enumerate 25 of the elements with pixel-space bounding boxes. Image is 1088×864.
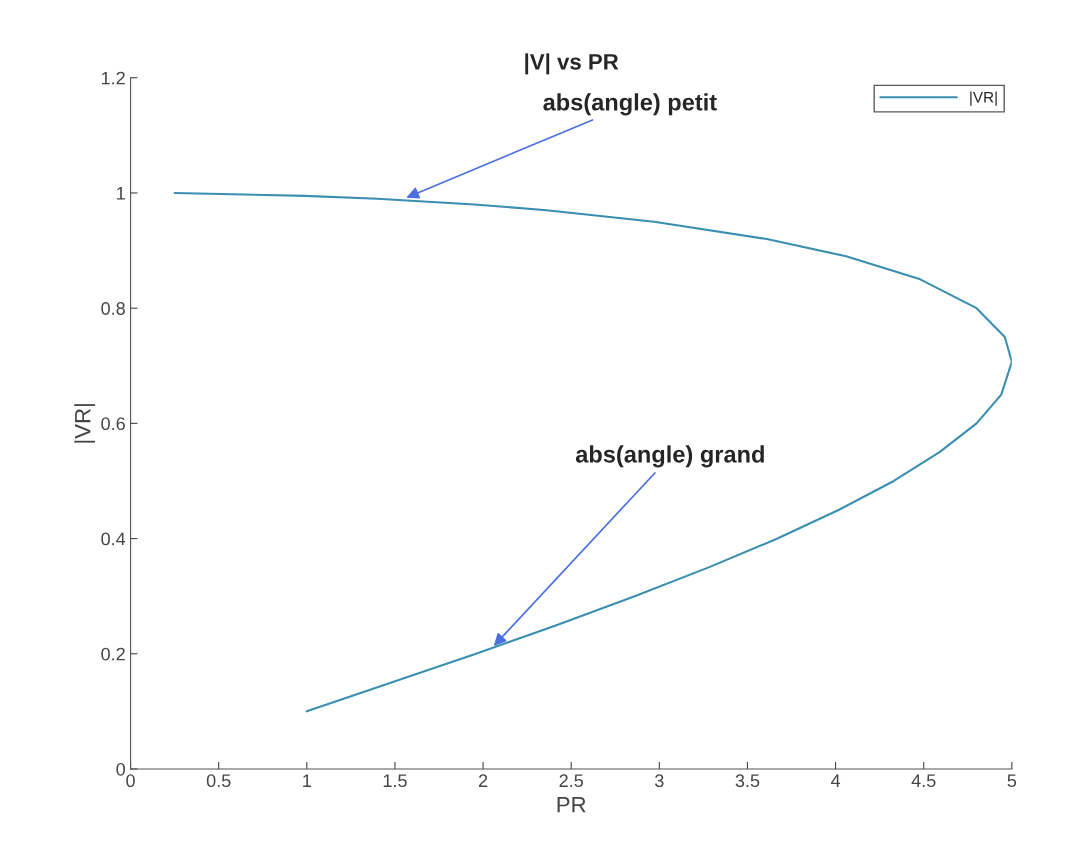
y-tick-label: 0.6 [101, 417, 125, 431]
line-series [173, 191, 1012, 713]
x-tick-label: 3 [655, 774, 664, 788]
annotation: abs(angle) petit [543, 93, 717, 116]
y-tick-label: 0.2 [101, 647, 125, 661]
x-axis-title: PR [557, 797, 586, 813]
x-tick-label: 1.5 [383, 774, 407, 788]
x-tick-label: 4.5 [911, 774, 936, 788]
x-tick-label: 2 [478, 774, 488, 787]
x-tick-label: 5 [1007, 774, 1017, 788]
legend-label: |VR| [970, 91, 997, 106]
x-tick-label: 1 [303, 774, 311, 787]
y-axis-title: |VR| [74, 404, 96, 443]
x-tick-label: 4 [830, 774, 841, 787]
y-tick-label: 0.4 [101, 532, 126, 546]
y-tick-label: 0.8 [101, 302, 125, 315]
y-tick-label: 1 [117, 187, 125, 200]
x-tick-label: 3.5 [735, 774, 760, 788]
chart-title: |V| vs PR [525, 53, 619, 75]
y-tick-label: 1.2 [101, 71, 125, 85]
x-tick-label: 2.5 [559, 774, 583, 788]
x-tick-label: 0.5 [206, 774, 231, 788]
y-tick-label: 0 [116, 762, 125, 776]
annotation: abs(angle) grand [575, 445, 764, 468]
x-tick-label: 0 [126, 774, 135, 788]
